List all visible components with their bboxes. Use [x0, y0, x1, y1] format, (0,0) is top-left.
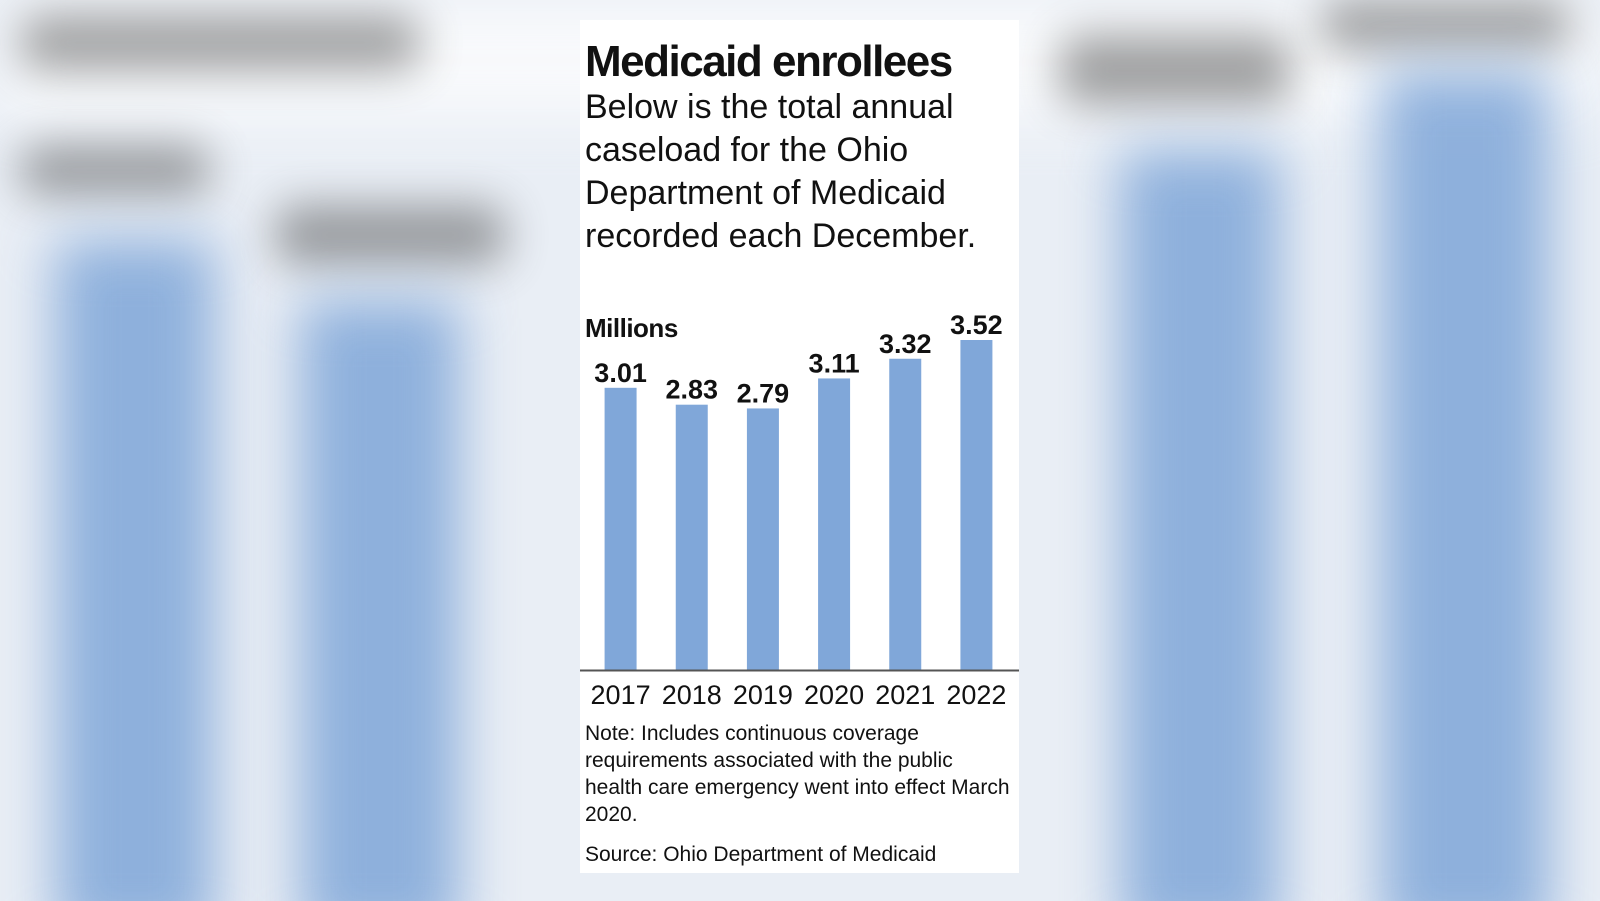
value-label-2017: 3.01 — [594, 358, 647, 388]
x-tick-label-2019: 2019 — [733, 680, 793, 710]
x-tick-label-2021: 2021 — [875, 680, 935, 710]
bar-chart: 3.01 2017 2.83 2018 2.79 2019 3.11 2020 3.32 2021… — [580, 310, 1019, 710]
bar-2019 — [746, 408, 779, 670]
bar-2017 — [604, 387, 637, 670]
bar-2021 — [889, 358, 922, 670]
value-label-2019: 2.79 — [737, 378, 790, 408]
bar-2020 — [818, 378, 851, 670]
unit-label: Millions — [585, 313, 678, 343]
x-tick-label-2017: 2017 — [591, 680, 651, 710]
chart-source: Source: Ohio Department of Medicaid — [585, 843, 937, 866]
x-tick-label-2020: 2020 — [804, 680, 864, 710]
x-tick-label-2018: 2018 — [662, 680, 722, 710]
chart-subtitle: Below is the total annual caseload for t… — [585, 88, 977, 255]
bar-2022 — [960, 340, 993, 670]
value-label-2022: 3.52 — [950, 310, 1003, 340]
bar-2018 — [675, 404, 708, 670]
value-label-2020: 3.11 — [809, 348, 860, 378]
value-label-2021: 3.32 — [879, 329, 932, 359]
chart-title: Medicaid enrollees — [585, 37, 953, 86]
value-label-2018: 2.83 — [665, 375, 718, 405]
chart-note: Note: Includes continuous coverage requi… — [585, 722, 1010, 826]
chart-card: Medicaid enrollees Below is the total an… — [580, 20, 1019, 873]
x-tick-label-2022: 2022 — [946, 680, 1006, 710]
